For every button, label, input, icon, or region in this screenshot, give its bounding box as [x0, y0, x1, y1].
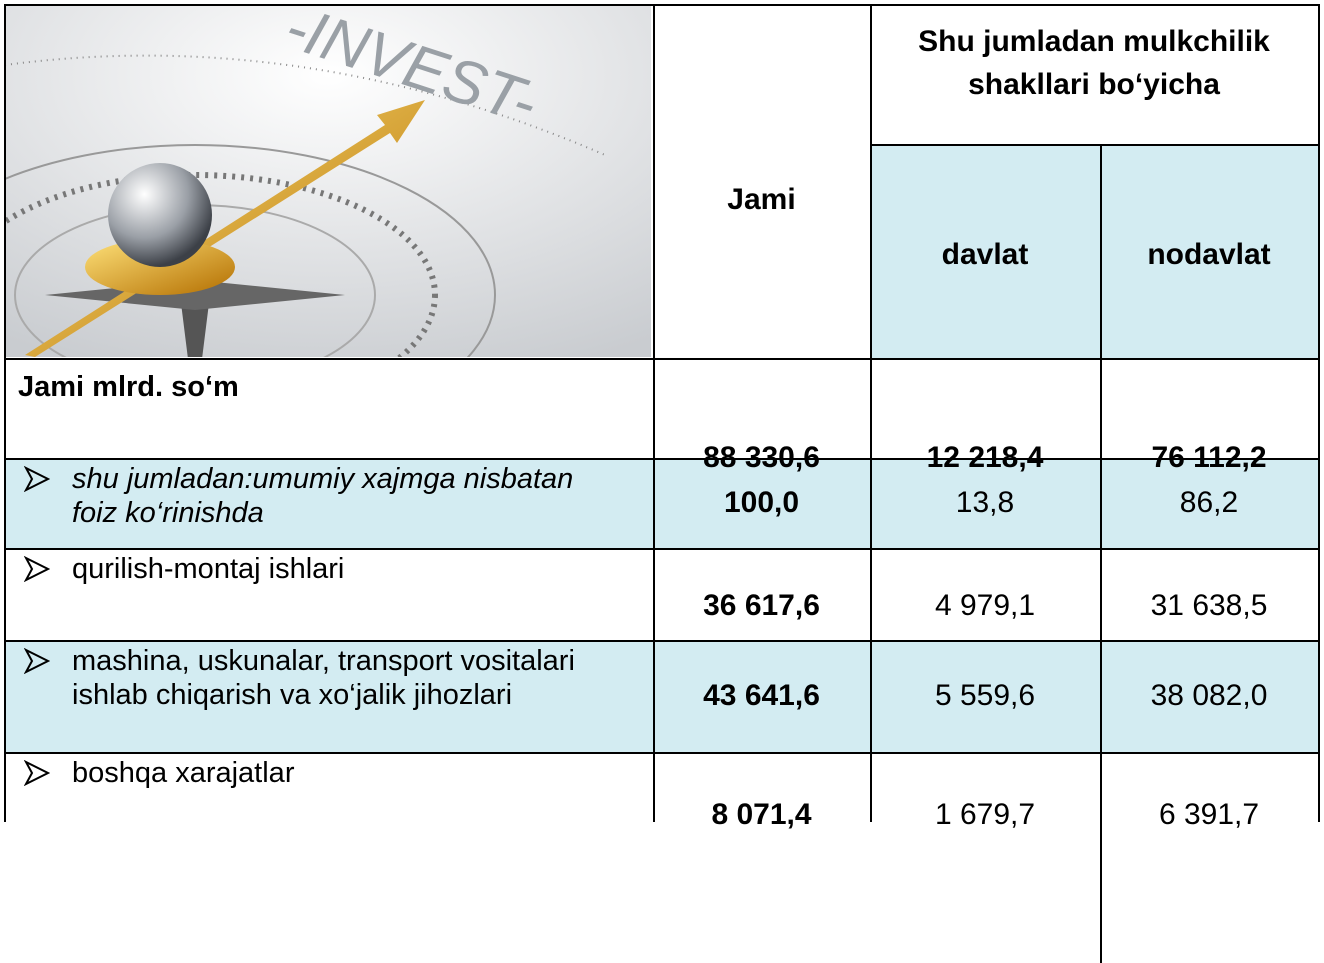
cell-value: 1 679,7: [934, 798, 1036, 831]
cell-value: 31 638,5: [1150, 589, 1268, 622]
bullet-arrow: [24, 466, 50, 492]
header-sub-bg: [870, 145, 1318, 358]
cell-value: 76 112,2: [1151, 441, 1267, 474]
header-total: Jami: [727, 183, 796, 216]
cell-value: 86,2: [1179, 486, 1239, 519]
cell-value: 43 641,6: [703, 679, 820, 712]
grid-line: [5, 752, 1320, 754]
cell-value: 4 979,1: [934, 589, 1036, 622]
grid-line: [5, 458, 1320, 460]
cell-value: 6 391,7: [1158, 798, 1260, 831]
cell-value: 8 071,4: [711, 798, 812, 831]
grid-line: [653, 4, 655, 822]
cell-value: 36 617,6: [703, 589, 820, 622]
header-column: nodavlat: [1147, 238, 1271, 271]
cell-value: 88 330,6: [703, 441, 820, 474]
grid-line: [5, 548, 1320, 550]
row-bg: [5, 640, 1318, 752]
bullet-arrow: [24, 760, 50, 786]
row-bg: [5, 458, 1318, 548]
scale: [5, 54, 606, 156]
bullet-arrow: [24, 556, 50, 582]
grid-line: [1318, 4, 1320, 822]
row-label: boshqa xarajatlar: [72, 757, 295, 789]
cell-value: 13,8: [955, 486, 1015, 519]
cell-value: 5 559,6: [934, 679, 1036, 712]
bullet-arrow: [24, 648, 50, 674]
row-label: mashina, uskunalar, transport vositalari…: [72, 645, 575, 711]
cell-value: 12 218,4: [926, 441, 1044, 474]
cell-value: 38 082,0: [1150, 679, 1268, 712]
row-label: shu jumladan:umumiy xajmga nisbatan foiz…: [72, 463, 574, 529]
grid-line: [5, 4, 1320, 6]
table-page: -INVEST- Shu jumladan mulkchilik shaklla…: [4, 4, 1320, 963]
grid-line: [5, 640, 1320, 642]
grid-line: [4, 4, 6, 822]
grid-line: [1100, 145, 1102, 963]
header-group: Shu jumladan mulkchilik shakllari bo‘yic…: [918, 25, 1270, 101]
sphere: [108, 163, 212, 267]
row-label: Jami mlrd. so‘m: [18, 371, 239, 403]
grid-line: [5, 358, 1320, 360]
header-column: davlat: [941, 238, 1029, 271]
invest-image: -INVEST-: [5, 5, 651, 357]
grid-line: [870, 4, 872, 822]
row-label: qurilish-montaj ishlari: [72, 553, 345, 585]
dial: [5, 144, 496, 357]
arrow: [25, 100, 425, 357]
grid-line: [870, 144, 1318, 146]
dial: [5, 172, 438, 357]
cell-value: 100,0: [723, 486, 800, 519]
